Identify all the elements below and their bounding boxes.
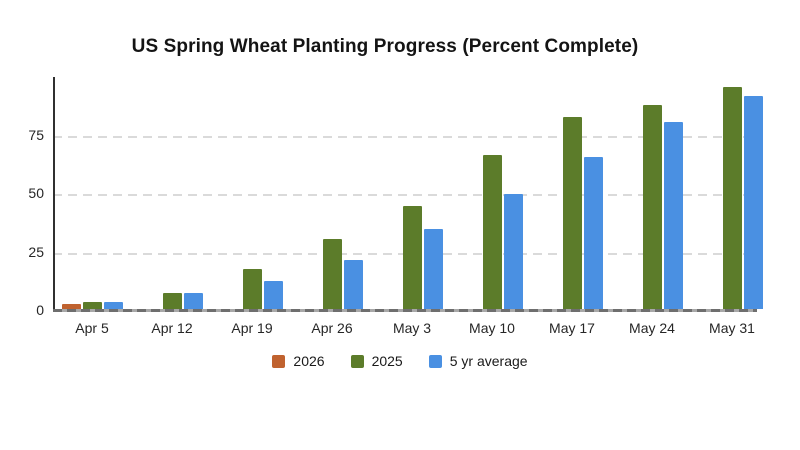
bar-2025-apr-5[interactable] (82, 302, 102, 309)
legend-swatch-icon (428, 354, 442, 368)
bar-group-may-31 (702, 87, 763, 309)
bar-2025-may-31[interactable] (722, 87, 742, 309)
bar-group-may-3 (382, 206, 443, 309)
y-tick-label-75: 75 (28, 126, 44, 143)
bar-group-apr-26 (302, 239, 363, 309)
bar-slot (162, 293, 182, 309)
legend-item-2025[interactable]: 2025 (350, 353, 403, 369)
legend-label: 2026 (293, 353, 325, 369)
bar-5-yr-average-may-3[interactable] (423, 229, 443, 309)
bar-group-apr-19 (222, 269, 283, 309)
bar-group-apr-12 (142, 293, 203, 309)
chart-title: US Spring Wheat Planting Progress (Perce… (131, 36, 639, 57)
x-tick-label-apr-12: Apr 12 (151, 320, 193, 336)
y-tick-label-0: 0 (36, 302, 44, 318)
bar-5-yr-average-may-31[interactable] (743, 96, 763, 309)
gridline-75 (53, 135, 757, 138)
x-tick-label-apr-19: Apr 19 (231, 320, 273, 336)
bar-slot (583, 157, 603, 309)
bar-2025-apr-26[interactable] (322, 239, 342, 309)
bar-slot (343, 260, 363, 309)
x-tick-label-apr-26: Apr 26 (311, 320, 353, 336)
gridline-50 (53, 194, 757, 196)
bar-slot (562, 117, 582, 309)
bar-2025-apr-12[interactable] (162, 293, 182, 309)
bar-5-yr-average-apr-26[interactable] (343, 260, 363, 309)
bar-slot (423, 229, 443, 309)
bar-2025-may-3[interactable] (402, 206, 422, 309)
bar-slot (482, 155, 502, 309)
plot-area (53, 77, 770, 312)
bar-slot (642, 105, 662, 309)
bar-2025-may-24[interactable] (642, 105, 662, 309)
bar-2026-apr-5[interactable] (61, 304, 81, 309)
bar-5-yr-average-may-24[interactable] (663, 122, 683, 309)
bar-slot (722, 87, 742, 309)
legend: 2026 2025 5 yr average (0, 353, 800, 369)
legend-item-2026[interactable]: 2026 (272, 353, 325, 369)
bar-slot (322, 239, 342, 309)
y-axis-line (53, 77, 55, 311)
legend-label: 5 yr average (449, 353, 528, 369)
bar-slot (61, 304, 81, 309)
bar-slot (743, 96, 763, 309)
x-tick-label-may-10: May 10 (469, 320, 515, 336)
x-tick-label-may-24: May 24 (629, 320, 675, 336)
bar-5-yr-average-apr-19[interactable] (263, 281, 283, 309)
legend-item-5-yr-average[interactable]: 5 yr average (428, 353, 528, 369)
legend-label: 2025 (371, 353, 403, 369)
bar-5-yr-average-may-10[interactable] (503, 194, 523, 309)
x-tick-label-may-3: May 3 (392, 320, 432, 336)
y-tick-label-25: 25 (28, 243, 44, 260)
bar-slot (82, 302, 102, 309)
bar-slot (183, 293, 203, 309)
bar-slot (503, 194, 523, 309)
bar-slot (402, 206, 422, 309)
bar-5-yr-average-apr-5[interactable] (103, 302, 123, 309)
bar-2025-may-17[interactable] (562, 117, 582, 309)
legend-swatch-icon (272, 354, 286, 368)
bar-group-apr-5 (61, 302, 123, 309)
x-axis-line (53, 309, 757, 312)
bar-slot (103, 302, 123, 309)
bar-group-may-17 (542, 117, 603, 309)
bar-slot (242, 269, 262, 309)
bar-2025-may-10[interactable] (482, 155, 502, 309)
y-tick-label-50: 50 (28, 185, 44, 201)
x-tick-label-may-17: May 17 (549, 320, 595, 336)
legend-swatch-icon (350, 354, 364, 368)
bar-5-yr-average-apr-12[interactable] (183, 293, 203, 309)
bar-slot (663, 122, 683, 309)
bar-group-may-24 (622, 105, 683, 309)
bar-2025-apr-19[interactable] (242, 269, 262, 309)
bar-5-yr-average-may-17[interactable] (583, 157, 603, 309)
x-tick-label-apr-5: Apr 5 (75, 320, 109, 336)
bar-group-may-10 (462, 155, 523, 309)
bar-slot (263, 281, 283, 309)
x-tick-label-may-31: May 31 (709, 320, 755, 336)
